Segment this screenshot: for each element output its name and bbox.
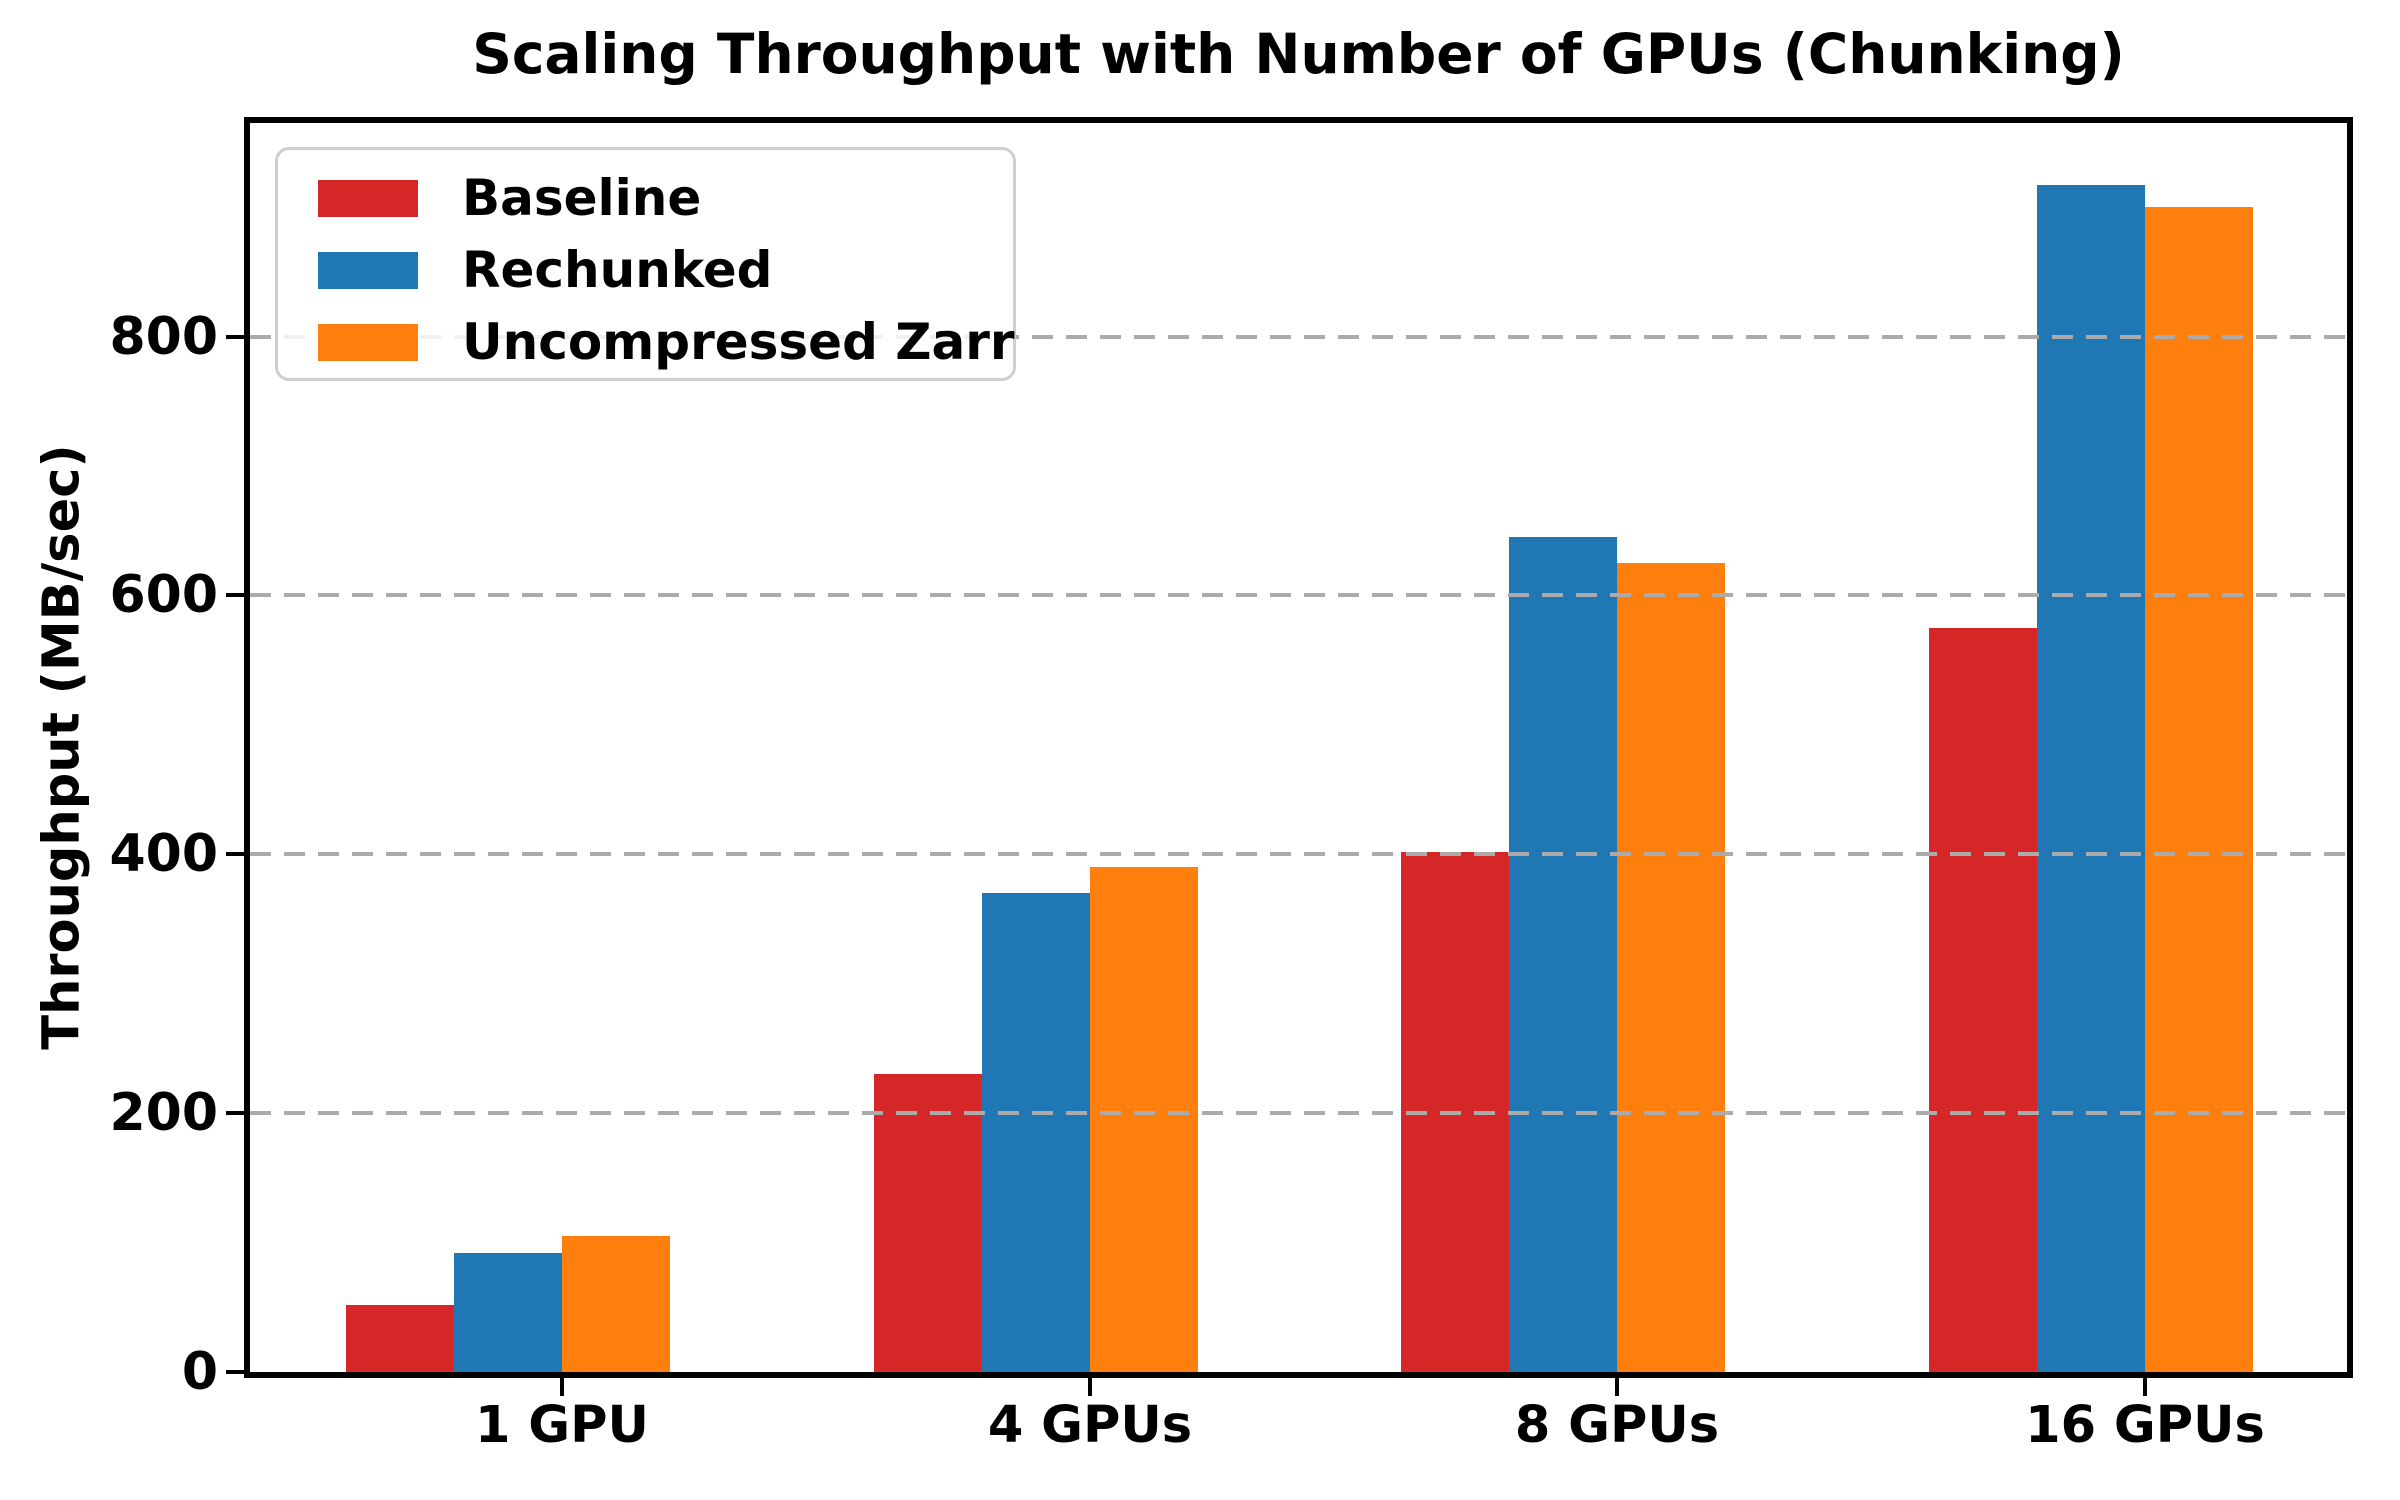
y-tick-mark-400 — [226, 852, 244, 856]
y-tick-label-600: 600 — [109, 565, 218, 625]
y-axis-label: Throughput (MB/sec) — [32, 444, 92, 1050]
bar-rechunked-8-gpus — [1509, 537, 1617, 1372]
gridline-200 — [250, 1111, 2347, 1115]
x-tick-label-8-gpus: 8 GPUs — [1514, 1396, 1720, 1455]
gridline-800 — [250, 335, 2347, 339]
legend-label-baseline: Baseline — [462, 169, 702, 227]
legend-item-baseline: Baseline — [278, 162, 1013, 234]
y-tick-label-800: 800 — [109, 307, 218, 367]
bar-uncompressed-zarr-16-gpus — [2145, 207, 2253, 1372]
x-tick-label-1-gpu: 1 GPU — [475, 1396, 649, 1455]
y-tick-mark-600 — [226, 593, 244, 597]
gridline-600 — [250, 593, 2347, 597]
y-tick-mark-200 — [226, 1111, 244, 1115]
axis-spine-bottom — [244, 1372, 2353, 1378]
bar-uncompressed-zarr-8-gpus — [1617, 563, 1725, 1372]
bar-baseline-16-gpus — [1929, 628, 2037, 1372]
legend-label-rechunked: Rechunked — [462, 241, 773, 299]
bar-rechunked-4-gpus — [982, 893, 1090, 1372]
bar-uncompressed-zarr-1-gpu — [562, 1236, 670, 1372]
x-tick-label-4-gpus: 4 GPUs — [987, 1396, 1193, 1455]
plot-area: Baseline Rechunked Uncompressed Zarr — [244, 117, 2353, 1378]
legend-swatch-baseline — [318, 180, 418, 217]
legend-label-uncompressed-zarr: Uncompressed Zarr — [462, 313, 1015, 371]
x-tick-mark-1-gpu — [560, 1378, 564, 1396]
legend-swatch-rechunked — [318, 252, 418, 289]
chart-title: Scaling Throughput with Number of GPUs (… — [472, 22, 2125, 86]
legend-swatch-uncompressed-zarr — [318, 324, 418, 361]
legend-item-rechunked: Rechunked — [278, 234, 1013, 306]
legend-item-uncompressed-zarr: Uncompressed Zarr — [278, 306, 1015, 378]
legend: Baseline Rechunked Uncompressed Zarr — [275, 147, 1016, 381]
axis-spine-left — [244, 117, 250, 1378]
bar-rechunked-16-gpus — [2037, 185, 2145, 1372]
y-tick-label-0: 0 — [181, 1342, 218, 1402]
axis-spine-top — [244, 117, 2353, 123]
x-tick-mark-8-gpus — [1615, 1378, 1619, 1396]
y-tick-mark-800 — [226, 335, 244, 339]
y-tick-label-200: 200 — [109, 1083, 218, 1143]
y-tick-mark-0 — [226, 1370, 244, 1374]
bar-rechunked-1-gpu — [454, 1253, 562, 1372]
y-tick-label-400: 400 — [109, 824, 218, 884]
x-tick-mark-4-gpus — [1088, 1378, 1092, 1396]
x-tick-label-16-gpus: 16 GPUs — [2025, 1396, 2265, 1455]
axis-spine-right — [2347, 117, 2353, 1378]
bar-baseline-4-gpus — [874, 1074, 982, 1372]
bar-uncompressed-zarr-4-gpus — [1090, 867, 1198, 1372]
gridline-400 — [250, 852, 2347, 856]
bar-baseline-1-gpu — [346, 1305, 454, 1372]
x-tick-mark-16-gpus — [2143, 1378, 2147, 1396]
